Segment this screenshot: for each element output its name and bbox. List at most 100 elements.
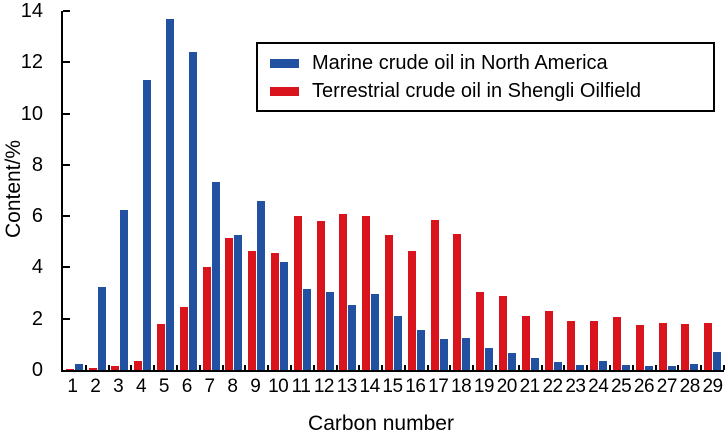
bar-group-c14 <box>359 11 382 370</box>
bar-terrestrial-c12 <box>316 221 325 370</box>
x-tick-mark-21 <box>540 365 543 370</box>
bar-terrestrial-c6 <box>179 307 188 370</box>
bar-marine-c9 <box>257 200 266 370</box>
legend-swatch-marine-icon <box>270 58 299 68</box>
bar-marine-c8 <box>234 235 243 370</box>
y-tick-label-4: 4 <box>31 256 43 279</box>
x-tick-mark-10 <box>289 365 292 370</box>
bar-group-c16 <box>405 11 428 370</box>
bar-group-c20 <box>496 11 519 370</box>
x-tick-mark-6 <box>198 365 201 370</box>
bar-marine-c21 <box>530 358 539 370</box>
x-tick-mark-18 <box>472 365 475 370</box>
legend-item-terrestrial: Terrestrial crude oil in Shengli Oilfiel… <box>270 80 713 102</box>
bar-marine-c24 <box>599 361 608 370</box>
plot-area <box>61 10 725 372</box>
x-tick-label-16: 16 <box>405 376 426 397</box>
bar-marine-c7 <box>211 181 220 370</box>
x-tick-mark-9 <box>267 365 270 370</box>
y-tick-label-12: 12 <box>20 51 43 74</box>
bar-group-c21 <box>519 11 542 370</box>
x-tick-label-5: 5 <box>158 376 170 397</box>
bar-group-c3 <box>109 11 132 370</box>
x-tick-label-26: 26 <box>633 376 655 397</box>
bar-marine-c27 <box>667 366 676 370</box>
x-tick-mark-14 <box>381 365 384 370</box>
bar-terrestrial-c18 <box>453 234 462 370</box>
x-tick-label-20: 20 <box>496 376 518 397</box>
legend-label-terrestrial: Terrestrial crude oil in Shengli Oilfiel… <box>312 80 642 102</box>
bar-marine-c22 <box>553 362 562 370</box>
x-tick-label-10: 10 <box>268 376 289 397</box>
bar-group-c25 <box>610 11 633 370</box>
bar-terrestrial-c28 <box>681 323 690 370</box>
bar-marine-c10 <box>280 262 289 370</box>
x-tick-label-6: 6 <box>181 376 193 397</box>
bar-marine-c14 <box>371 294 380 370</box>
x-tick-label-12: 12 <box>313 376 335 397</box>
bar-group-c13 <box>337 11 360 370</box>
x-tick-label-14: 14 <box>359 376 381 397</box>
bar-group-c4 <box>131 11 154 370</box>
x-tick-mark-12 <box>335 365 338 370</box>
bar-marine-c1 <box>74 363 83 370</box>
bar-marine-c16 <box>416 330 425 370</box>
bar-terrestrial-c19 <box>476 291 485 370</box>
x-tick-label-1: 1 <box>67 376 78 397</box>
y-tick-mark-4 <box>63 266 70 269</box>
bar-terrestrial-c4 <box>134 361 143 370</box>
bar-terrestrial-c23 <box>567 321 576 370</box>
legend-label-marine: Marine crude oil in North America <box>312 52 608 74</box>
x-tick-label-17: 17 <box>428 376 449 397</box>
x-tick-mark-20 <box>517 365 520 370</box>
x-tick-mark-3 <box>130 365 133 370</box>
bar-group-c2 <box>86 11 109 370</box>
x-tick-label-29: 29 <box>702 376 723 397</box>
bar-terrestrial-c9 <box>248 250 257 370</box>
bar-terrestrial-c29 <box>704 322 713 370</box>
y-tick-mark-2 <box>63 317 70 320</box>
bar-marine-c25 <box>622 364 631 370</box>
bar-marine-c5 <box>166 18 175 370</box>
x-tick-label-4: 4 <box>135 376 147 397</box>
bar-terrestrial-c3 <box>111 366 120 370</box>
x-tick-label-28: 28 <box>679 376 701 397</box>
bar-group-c1 <box>63 11 86 370</box>
bar-group-c18 <box>451 11 474 370</box>
bar-terrestrial-c24 <box>590 321 599 370</box>
x-tick-label-13: 13 <box>336 376 358 397</box>
x-tick-mark-26 <box>654 365 657 370</box>
x-tick-label-11: 11 <box>291 376 311 397</box>
x-tick-label-8: 8 <box>227 376 238 397</box>
bar-group-c6 <box>177 11 200 370</box>
bar-group-c22 <box>542 11 565 370</box>
x-tick-mark-28 <box>700 365 703 370</box>
x-tick-label-2: 2 <box>90 376 101 397</box>
x-tick-mark-29 <box>723 365 725 370</box>
x-tick-mark-22 <box>563 365 566 370</box>
x-tick-label-7: 7 <box>204 376 216 397</box>
bar-marine-c6 <box>188 52 197 370</box>
x-tick-label-15: 15 <box>382 376 403 397</box>
bar-terrestrial-c26 <box>635 325 644 370</box>
bar-marine-c29 <box>713 352 722 370</box>
x-tick-mark-11 <box>312 365 315 370</box>
x-tick-mark-1 <box>84 365 87 370</box>
bar-marine-c28 <box>690 363 699 370</box>
bar-group-c29 <box>701 11 724 370</box>
bar-group-c11 <box>291 11 314 370</box>
legend-swatch-terrestrial-icon <box>270 86 299 96</box>
x-tick-label-22: 22 <box>542 376 563 397</box>
bar-marine-c23 <box>576 364 585 370</box>
x-tick-mark-27 <box>677 365 680 370</box>
y-tick-label-6: 6 <box>31 205 43 228</box>
bar-terrestrial-c25 <box>613 317 622 370</box>
x-tick-label-3: 3 <box>113 376 124 397</box>
bar-terrestrial-c22 <box>544 311 553 370</box>
bar-marine-c13 <box>348 304 357 370</box>
x-tick-mark-24 <box>609 365 612 370</box>
y-tick-mark-10 <box>63 112 70 115</box>
legend: Marine crude oil in North America Terres… <box>256 42 715 112</box>
x-tick-mark-17 <box>449 365 452 370</box>
